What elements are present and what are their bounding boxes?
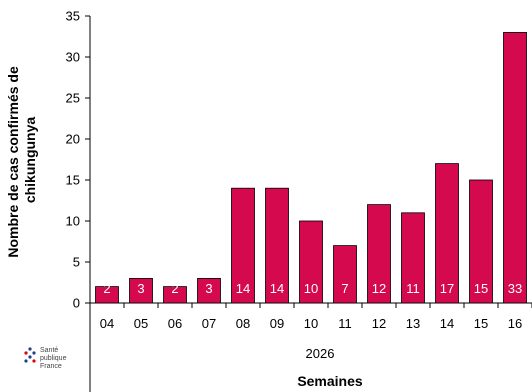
x-axis-title: Semaines bbox=[297, 373, 363, 389]
logo-dot bbox=[28, 347, 32, 351]
x-tick-label: 13 bbox=[406, 316, 420, 331]
bar-value-label: 17 bbox=[440, 281, 454, 296]
logo-dot bbox=[24, 359, 28, 363]
x-tick-label: 08 bbox=[236, 316, 250, 331]
bar-15 bbox=[469, 179, 493, 304]
bar-value-label: 11 bbox=[406, 281, 420, 296]
bar-value-label: 14 bbox=[270, 281, 284, 296]
bar-06 bbox=[163, 286, 187, 304]
y-axis-title: Nombre de cas confirmés de chikungunya bbox=[5, 62, 38, 257]
logo-line-3: France bbox=[40, 363, 62, 370]
bar-14 bbox=[435, 163, 459, 304]
x-tick-label: 15 bbox=[474, 316, 488, 331]
x-tick-label: 16 bbox=[508, 316, 522, 331]
y-tick-label: 20 bbox=[66, 132, 80, 147]
x-ticks: 04 05 06 07 08 09 10 11 12 13 14 15 16 bbox=[100, 303, 532, 331]
bar-07 bbox=[197, 277, 221, 304]
logo-line-1: Santé bbox=[40, 347, 58, 354]
bar-value-label: 12 bbox=[372, 281, 386, 296]
y-axis-title-line2: chikungunya bbox=[22, 117, 38, 204]
y-tick-label: 30 bbox=[66, 50, 80, 65]
x-tick-label: 09 bbox=[270, 316, 284, 331]
bar-09 bbox=[265, 187, 289, 304]
logo-line-2: publique bbox=[40, 355, 67, 362]
logo-dot bbox=[24, 351, 28, 355]
bar-value-label: 3 bbox=[205, 281, 212, 296]
logo-dot bbox=[32, 359, 36, 363]
bar-08 bbox=[231, 187, 255, 304]
bar-value-label: 10 bbox=[304, 281, 318, 296]
bar-12 bbox=[367, 204, 391, 304]
x-tick-label: 05 bbox=[134, 316, 148, 331]
y-axis-title-line1: Nombre de cas confirmés de bbox=[5, 66, 21, 258]
logo-dot bbox=[28, 355, 32, 359]
x-tick-label: 07 bbox=[202, 316, 216, 331]
bar-value-label: 2 bbox=[103, 281, 110, 296]
bar-value-label: 2 bbox=[171, 281, 178, 296]
y-axis: 0 5 10 15 20 25 30 35 bbox=[66, 9, 91, 311]
bar-value-label: 33 bbox=[508, 281, 522, 296]
x-year-label: 2026 bbox=[306, 346, 335, 361]
bar-value-label: 15 bbox=[474, 281, 488, 296]
y-tick-label: 15 bbox=[66, 173, 80, 188]
bars bbox=[95, 32, 527, 304]
y-tick-label: 0 bbox=[73, 296, 80, 311]
bar-16 bbox=[503, 32, 527, 304]
bar-value-label: 14 bbox=[236, 281, 250, 296]
bar-13 bbox=[401, 212, 425, 304]
sante-publique-france-logo: Santé publique France bbox=[24, 347, 67, 370]
bar-10 bbox=[299, 220, 323, 304]
x-tick-label: 12 bbox=[372, 316, 386, 331]
bar-11 bbox=[333, 245, 357, 304]
y-ticks: 0 5 10 15 20 25 30 35 bbox=[66, 9, 90, 311]
y-tick-label: 10 bbox=[66, 214, 80, 229]
bar-labels: 2 3 2 3 14 14 10 7 12 11 17 15 33 bbox=[103, 281, 522, 296]
x-tick-label: 14 bbox=[440, 316, 454, 331]
bar-04 bbox=[95, 286, 119, 304]
y-tick-label: 25 bbox=[66, 91, 80, 106]
logo-dot bbox=[32, 351, 36, 355]
x-tick-label: 10 bbox=[304, 316, 318, 331]
bar-05 bbox=[129, 277, 153, 304]
x-tick-label: 04 bbox=[100, 316, 114, 331]
bar-value-label: 7 bbox=[341, 281, 348, 296]
x-tick-label: 06 bbox=[168, 316, 182, 331]
x-tick-label: 11 bbox=[338, 316, 352, 331]
y-tick-label: 35 bbox=[66, 9, 80, 24]
y-tick-label: 5 bbox=[73, 255, 80, 270]
bar-value-label: 3 bbox=[137, 281, 144, 296]
